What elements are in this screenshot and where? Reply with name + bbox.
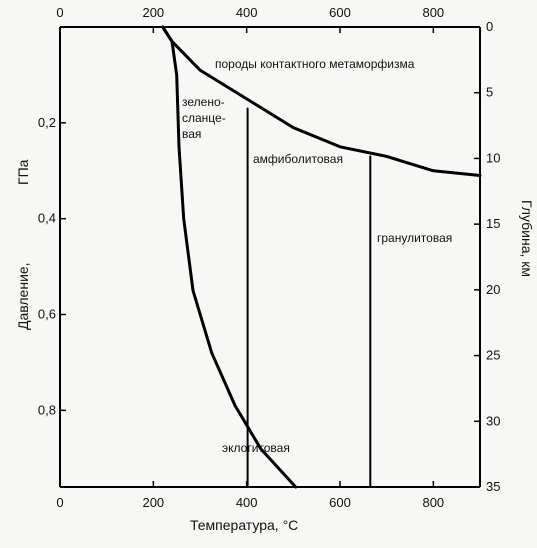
- bottom-tick-label: 600: [329, 495, 351, 510]
- field-label-granulite: гранулитовая: [377, 231, 452, 245]
- x-axis-title: Температура, °C: [190, 517, 298, 533]
- x-axis-title-text: Температура,: [190, 517, 279, 533]
- left-tick-label: 0,8: [38, 402, 56, 417]
- facies-boundary-line: [161, 25, 482, 177]
- field-label-contact-metamorphism: породы контактного метаморфизма: [215, 57, 415, 71]
- bottom-tick-label: 0: [56, 495, 63, 510]
- bottom-tick-label: 400: [236, 495, 258, 510]
- facies-boundaries: [161, 25, 482, 489]
- right-tick-label: 0: [486, 19, 493, 34]
- top-tick-label: 400: [236, 5, 258, 20]
- y-axis-left-title-unit: ГПа: [15, 159, 31, 185]
- right-tick-label: 30: [486, 413, 500, 428]
- left-ticks: 0,2 0,4 0,6 0,8: [38, 115, 66, 417]
- top-tick-label: 200: [142, 5, 164, 20]
- left-tick-label: 0,2: [38, 115, 56, 130]
- right-tick-label: 5: [486, 85, 493, 100]
- right-tick-label: 25: [486, 348, 500, 363]
- y-axis-right-title: Глубина, км: [519, 200, 535, 277]
- field-label-eclogite: эклогитовая: [222, 441, 290, 455]
- right-tick-label: 10: [486, 150, 500, 165]
- right-tick-label: 35: [486, 479, 500, 494]
- left-tick-label: 0,6: [38, 307, 56, 322]
- x-axis-title-unit: °C: [283, 517, 299, 533]
- y-axis-left-title: Давление, ГПа: [15, 159, 31, 330]
- bottom-ticks: 0 200 400 600 800: [56, 481, 444, 510]
- top-ticks: 0 200 400 600 800: [56, 5, 444, 33]
- bottom-tick-label: 200: [142, 495, 164, 510]
- right-tick-label: 15: [486, 216, 500, 231]
- right-ticks: 0 5 10 15 20 25 30 35: [474, 19, 500, 494]
- right-tick-label: 20: [486, 282, 500, 297]
- left-tick-label: 0,4: [38, 211, 56, 226]
- greenschist-line-1: зелено-: [182, 95, 225, 109]
- field-label-greenschist: зелено- сланце- вая: [182, 95, 229, 141]
- bottom-tick-label: 800: [422, 495, 444, 510]
- greenschist-line-2: сланце-: [182, 111, 226, 125]
- greenschist-line-3: вая: [182, 127, 201, 141]
- plot-frame: [59, 26, 481, 488]
- top-tick-label: 800: [422, 5, 444, 20]
- top-tick-label: 0: [56, 5, 63, 20]
- y-axis-left-title-text: Давление,: [15, 262, 31, 330]
- top-tick-label: 600: [329, 5, 351, 20]
- field-label-amphibolite: амфиболитовая: [253, 152, 343, 166]
